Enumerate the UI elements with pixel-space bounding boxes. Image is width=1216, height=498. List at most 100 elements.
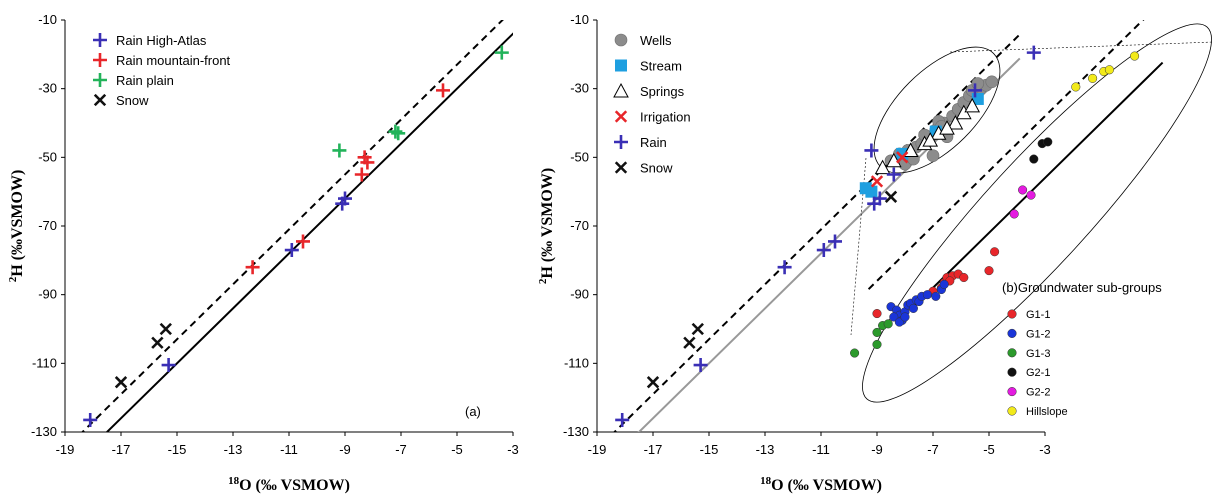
point-g1-1 bbox=[984, 266, 994, 276]
point-rain-plain bbox=[391, 126, 406, 141]
point-g1-1 bbox=[872, 309, 882, 319]
legend-label-rain: Rain bbox=[640, 135, 667, 150]
point-rain bbox=[777, 260, 792, 275]
point-rain bbox=[968, 83, 982, 98]
legend-label-snow: Snow bbox=[640, 161, 673, 176]
panel-a-x-tick-label: -17 bbox=[112, 442, 131, 457]
legend-marker-irrigation bbox=[614, 110, 628, 123]
legend-label-rain-high-atlas: Rain High-Atlas bbox=[116, 33, 207, 48]
legend-label-stream: Stream bbox=[640, 59, 682, 74]
panel-a-x-axis-label: 18O (‰ VSMOW) bbox=[228, 475, 350, 494]
point-hillslope bbox=[1088, 73, 1098, 83]
legend-label-g2-1: G2-1 bbox=[1026, 367, 1050, 379]
point-rain-plain bbox=[494, 45, 509, 60]
point-rain-mountain-front bbox=[354, 167, 369, 182]
panel-b-x-tick-label: -5 bbox=[983, 442, 995, 457]
panel-a-x-tick-label: -13 bbox=[224, 442, 243, 457]
point-rain bbox=[828, 234, 842, 249]
panel-a-y-tick-label: -90 bbox=[38, 287, 57, 302]
panel-a-x-tick-label: -15 bbox=[168, 442, 187, 457]
legend-marker-g1-2 bbox=[1007, 328, 1017, 338]
connector-top bbox=[949, 41, 1214, 53]
panel-a-reference-lines bbox=[81, 20, 513, 432]
panel-b-x-tick-label: -3 bbox=[1039, 442, 1051, 457]
legend-label-g1-1: G1-1 bbox=[1026, 309, 1050, 321]
point-g1-2 bbox=[939, 279, 949, 289]
legend-marker-g2-1 bbox=[1007, 367, 1017, 377]
panel-b-y-tick-label: -130 bbox=[563, 424, 589, 439]
panel-b-x-tick-label: -7 bbox=[927, 442, 939, 457]
point-g1-2 bbox=[900, 312, 910, 322]
point-snow bbox=[114, 376, 128, 389]
panel-b-dashed-line-2 bbox=[867, 20, 1145, 290]
point-rain bbox=[864, 143, 879, 158]
panel-a-y-axis-label-sup: 2 bbox=[7, 276, 19, 282]
legend-label-rain-plain: Rain plain bbox=[116, 73, 174, 88]
point-snow bbox=[691, 322, 704, 336]
legend-marker-hillslope bbox=[1007, 406, 1017, 416]
panel-a-y-tick-label: -50 bbox=[38, 149, 57, 164]
panel-b-y-tick-label: -30 bbox=[570, 81, 589, 96]
legend-label-g2-2: G2-2 bbox=[1026, 387, 1050, 399]
point-snow bbox=[884, 190, 898, 203]
point-springs bbox=[922, 132, 939, 147]
point-irrigation bbox=[870, 175, 884, 188]
point-g1-3 bbox=[872, 327, 882, 337]
point-rain-mountain-front bbox=[296, 234, 310, 249]
panel-a-x-tick-label: -11 bbox=[280, 442, 298, 457]
panel-a-y-axis-label: 2H (‰VSMOW) bbox=[7, 170, 26, 283]
point-snow bbox=[151, 336, 164, 349]
point-rain-plain bbox=[332, 143, 347, 158]
legend-marker-rain bbox=[614, 135, 628, 149]
point-springs bbox=[939, 120, 955, 135]
panel-b-y-axis-label-sup: 2 bbox=[537, 278, 549, 284]
panel-a-y-tick-label: -130 bbox=[31, 424, 57, 439]
point-g2-2 bbox=[1009, 209, 1019, 219]
panel-b-points bbox=[615, 45, 1140, 427]
legend-label-snow: Snow bbox=[116, 93, 149, 108]
point-springs bbox=[964, 97, 981, 113]
point-snow bbox=[646, 376, 660, 389]
point-wells bbox=[926, 149, 940, 162]
legend-label-g1-2: G1-2 bbox=[1026, 328, 1050, 340]
legend-label-g1-3: G1-3 bbox=[1026, 348, 1050, 360]
point-springs bbox=[885, 152, 902, 168]
panel-b-x-axis-label-main: O (‰ VSMOW) bbox=[771, 477, 882, 494]
legend-marker-springs bbox=[613, 82, 629, 98]
point-g1-3 bbox=[883, 319, 893, 329]
zoom-ellipse-large bbox=[862, 23, 1212, 403]
panel-b-x-tick-label: -13 bbox=[756, 442, 775, 457]
panel-b-x-axis-label-sup: 18 bbox=[760, 475, 772, 487]
point-rain-high-atlas bbox=[83, 412, 98, 427]
panel-b-x-tick-label: -17 bbox=[644, 442, 663, 457]
point-g1-3 bbox=[872, 339, 882, 350]
panel-b-y-tick-label: -70 bbox=[570, 218, 589, 233]
legend-marker-g1-1 bbox=[1007, 309, 1017, 319]
panel-a-y-tick-label: -10 bbox=[38, 12, 57, 27]
panel-b-x-tick-label: -15 bbox=[700, 442, 719, 457]
panel-b-y-tick-label: -50 bbox=[570, 149, 589, 164]
panel-a-x-tick-label: -19 bbox=[56, 442, 75, 457]
groundwater-legend-title-text: Groundwater sub-groups bbox=[1018, 280, 1162, 295]
panel-b-y-tick-label: -90 bbox=[570, 287, 589, 302]
legend-label-rain-mountain-front: Rain mountain-front bbox=[116, 53, 231, 68]
point-rain-plain bbox=[388, 124, 403, 139]
point-g1-2 bbox=[931, 291, 941, 301]
point-hillslope bbox=[1130, 51, 1140, 61]
point-rain bbox=[1026, 45, 1041, 60]
panel-a-x-tick-label: -9 bbox=[339, 442, 351, 457]
legend-marker-snow bbox=[93, 93, 107, 107]
panel-a-chart: -19 -17 -15 -13 -11 -9 -7 -5 -3 -10 -30 -50 -70 -90 -1… bbox=[31, 12, 519, 457]
point-g1-2 bbox=[889, 312, 899, 322]
panel-b-reference-lines bbox=[613, 20, 1164, 432]
point-hillslope bbox=[1104, 65, 1114, 75]
legend-label-hillslope: Hillslope bbox=[1026, 406, 1068, 418]
point-irrigation bbox=[896, 151, 909, 164]
point-stream bbox=[865, 185, 878, 198]
point-g1-2 bbox=[894, 317, 904, 327]
panel-a-y-axis-label-main: H (‰VSMOW) bbox=[9, 170, 26, 277]
panel-b-y-axis-label: 2H (‰ VSMOW) bbox=[537, 168, 556, 284]
point-snow bbox=[683, 336, 696, 349]
legend-marker-g2-2 bbox=[1007, 387, 1017, 397]
